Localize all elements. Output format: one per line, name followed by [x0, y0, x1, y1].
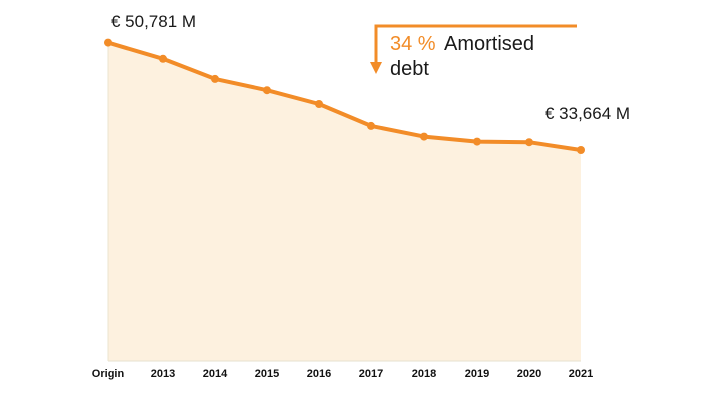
amortised-annotation: 34 % Amortised debt	[370, 24, 577, 80]
x-tick-label: 2015	[255, 368, 279, 380]
x-tick-label: 2016	[307, 368, 331, 380]
data-point-2017	[367, 121, 375, 130]
series-line	[106, 40, 583, 152]
annotation-arrow-down-icon	[370, 62, 382, 74]
x-tick-label: 2013	[151, 368, 175, 380]
data-point-origin	[104, 38, 112, 47]
data-point-2018	[420, 132, 428, 141]
data-point-2019	[473, 137, 481, 146]
start-value-label: € 50,781 M	[111, 12, 196, 31]
x-tick-label: 2017	[359, 368, 383, 380]
data-point-2021	[577, 146, 585, 154]
area-fill	[108, 42, 581, 361]
annotation-text-line2: debt	[390, 58, 429, 80]
data-point-2015	[263, 86, 271, 95]
end-value-label: € 33,664 M	[545, 104, 630, 123]
x-axis-ticks: Origin 2013 2014 2015 2016 2017 2018 2019 2020 20…	[92, 368, 593, 380]
x-tick-label: 2018	[412, 368, 436, 380]
series-points	[104, 38, 585, 154]
x-tick-label: 2020	[517, 368, 541, 380]
x-tick-label: 2019	[465, 368, 489, 380]
data-point-2013	[159, 54, 167, 63]
annotation-text-line1: Amortised	[444, 33, 534, 55]
plot-area: Origin 2013 2014 2015 2016 2017 2018 2019 2020 20…	[92, 38, 593, 380]
x-tick-label: 2014	[203, 368, 228, 380]
annotation-percent: 34 %	[390, 33, 436, 55]
data-point-2020	[525, 138, 533, 147]
x-tick-label: Origin	[92, 368, 125, 380]
data-point-2016	[315, 100, 323, 108]
data-point-2014	[211, 74, 219, 83]
x-tick-label: 2021	[569, 368, 593, 380]
annotation-bracket-line	[374, 24, 577, 64]
